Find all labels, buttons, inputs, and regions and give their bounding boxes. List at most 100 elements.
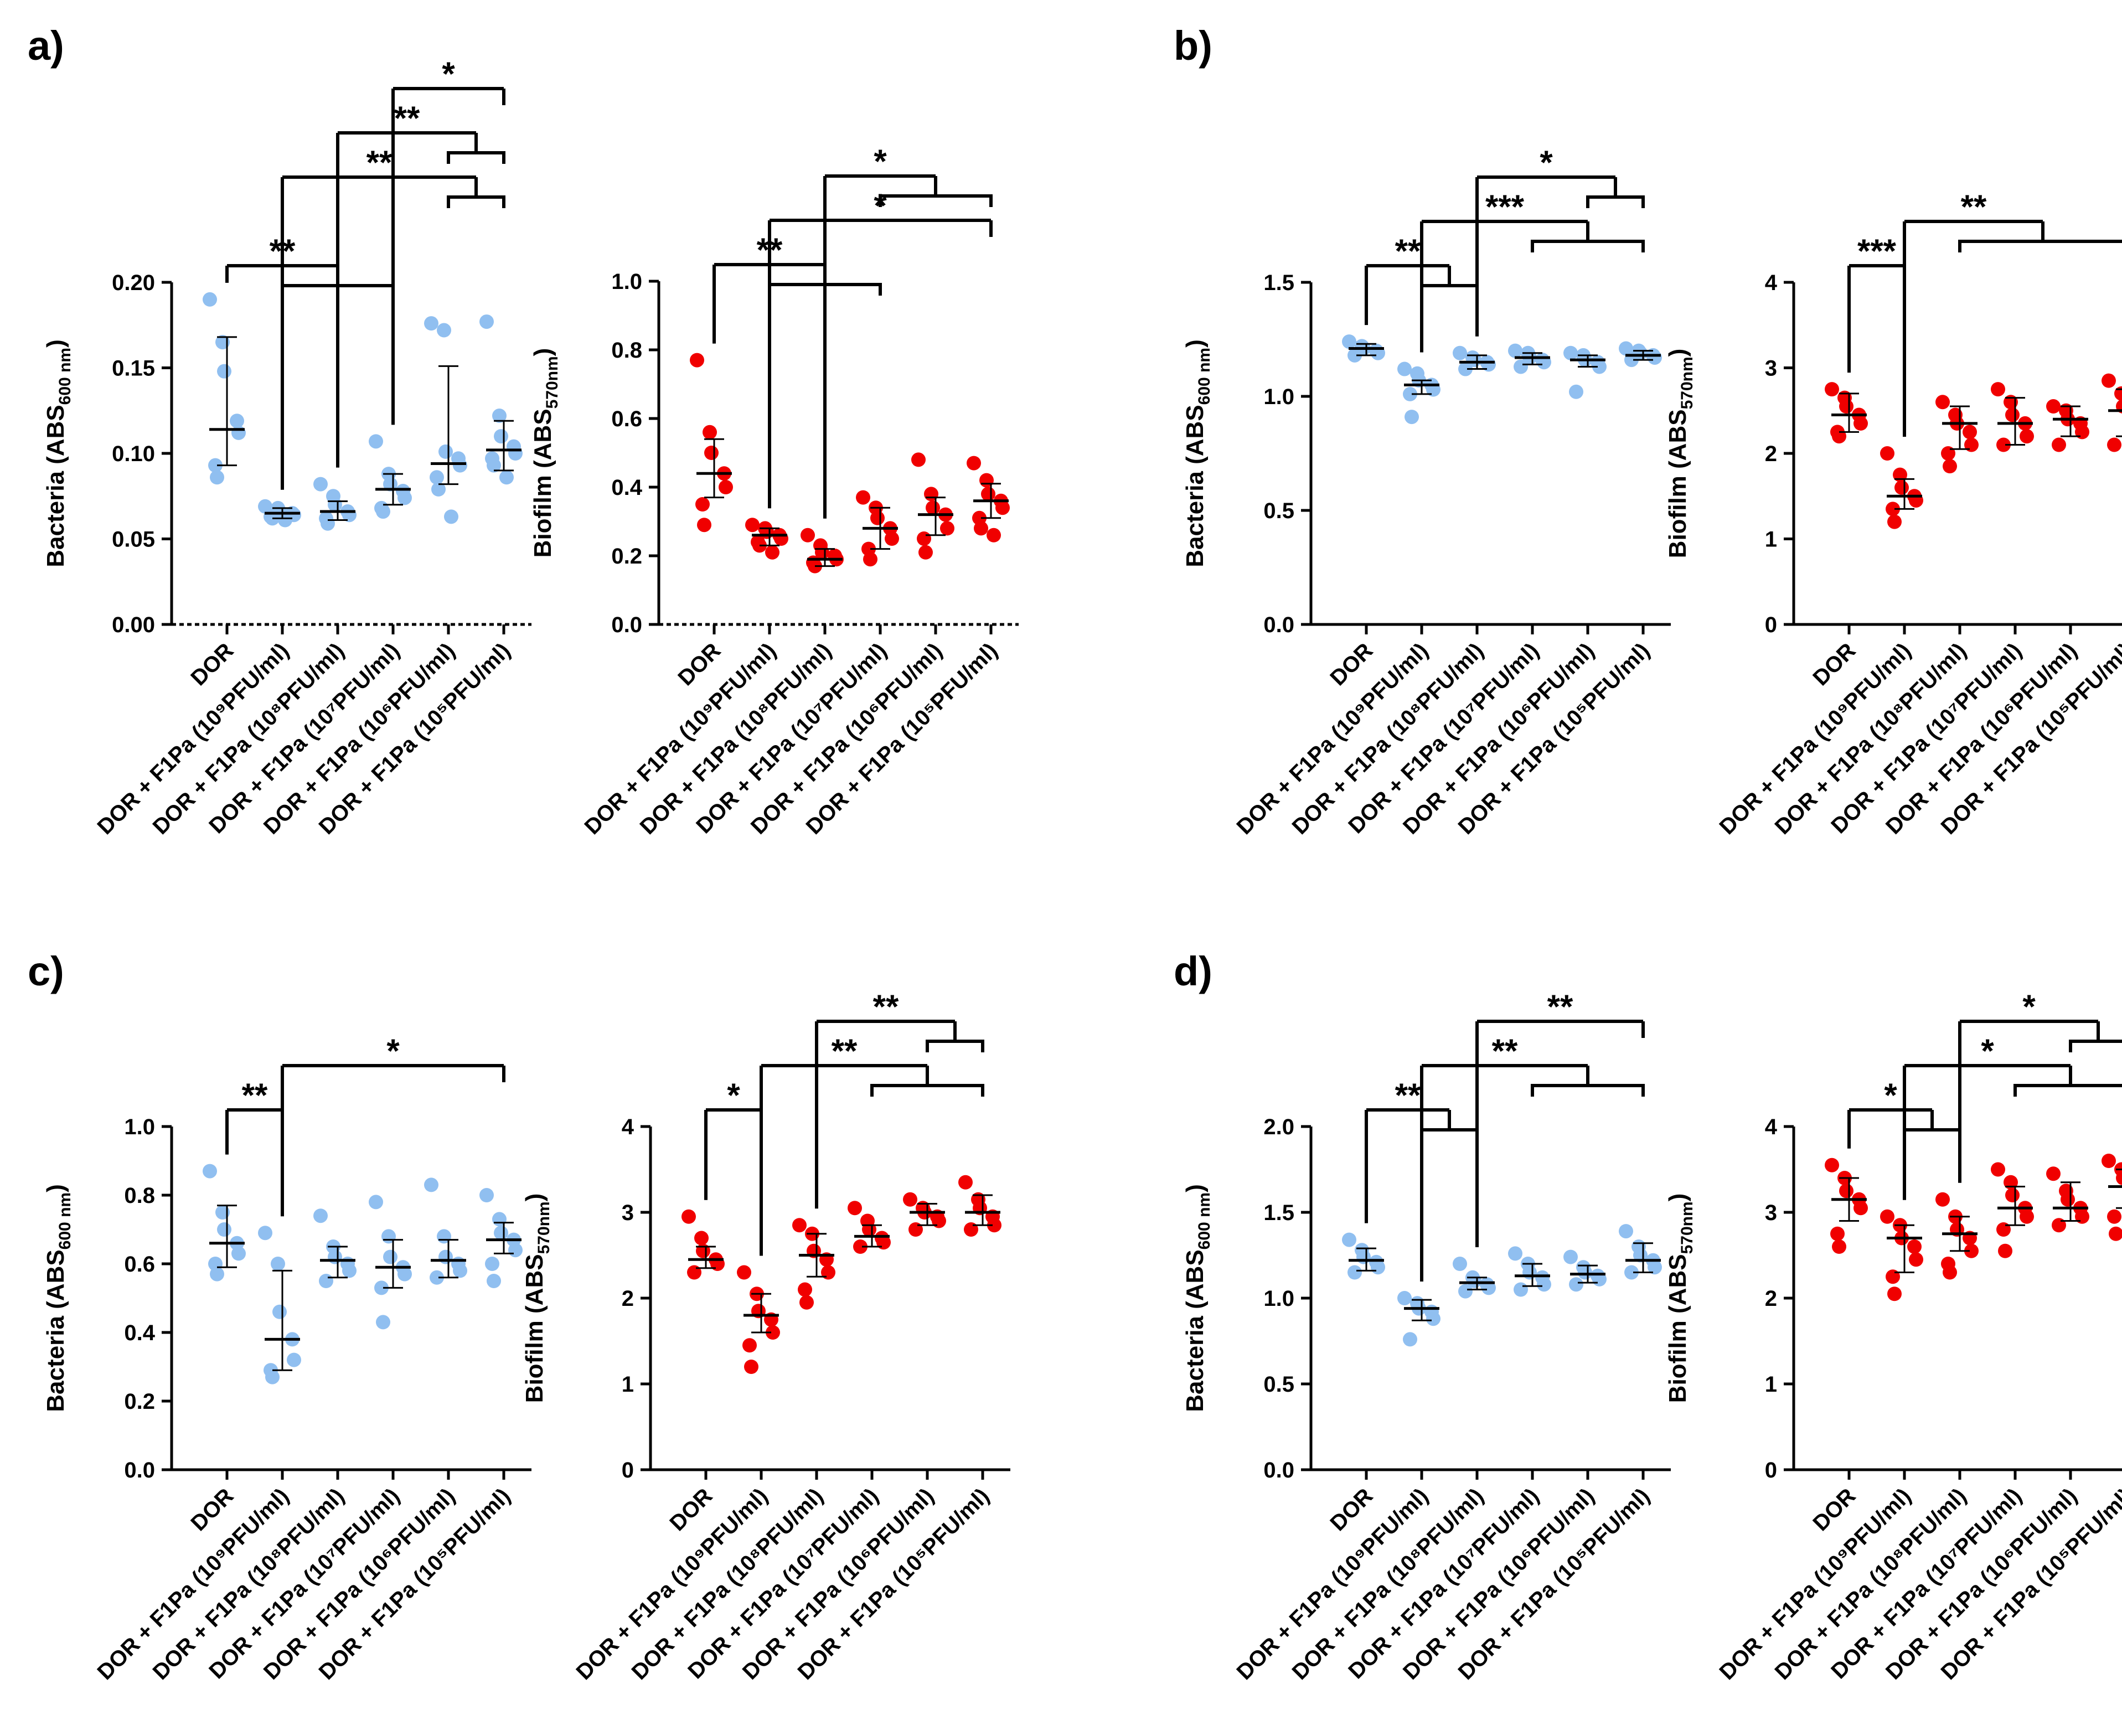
data-point	[1991, 1162, 2005, 1177]
data-point	[765, 545, 779, 560]
data-point	[987, 1218, 1001, 1233]
data-point	[766, 1325, 780, 1340]
data-point	[703, 425, 717, 440]
significance-label: *	[386, 1032, 400, 1070]
data-point	[203, 1164, 217, 1179]
data-point	[1832, 1239, 1846, 1254]
significance-label: ***	[1485, 188, 1525, 225]
y-tick-label: 0.2	[124, 1389, 155, 1414]
y-tick-label: 0.00	[112, 613, 155, 637]
data-point	[1569, 384, 1583, 399]
y-tick-label: 1	[1765, 528, 1777, 552]
data-point	[1886, 502, 1900, 516]
y-tick-label: 1.0	[124, 1115, 155, 1139]
data-point	[271, 1257, 285, 1271]
y-axis-label-main: Biofilm (ABS	[1664, 409, 1691, 558]
significance-label: **	[1492, 1032, 1518, 1070]
bracket-group	[879, 194, 993, 207]
data-point	[492, 409, 507, 423]
data-point	[1403, 1332, 1417, 1347]
x-tick-label: DOR	[186, 638, 238, 690]
data-point	[870, 510, 885, 525]
data-point	[342, 1263, 357, 1278]
bracket-group	[1420, 284, 1479, 297]
y-axis-label-sub: 600 nm	[1195, 1192, 1214, 1249]
data-point	[2052, 437, 2066, 452]
data-point	[958, 1175, 973, 1190]
data-point	[694, 1231, 709, 1246]
data-point	[424, 316, 438, 331]
data-point	[2116, 1171, 2122, 1185]
x-tick-label: DOR	[1808, 1484, 1860, 1536]
data-point	[230, 414, 244, 428]
y-tick-label: 2	[1765, 1286, 1777, 1311]
data-point	[1909, 1252, 1923, 1267]
data-point	[697, 518, 711, 533]
data-point	[2020, 1209, 2034, 1224]
y-axis-label-sub: 600 nm	[56, 1192, 74, 1249]
data-point	[911, 452, 926, 467]
data-point	[1839, 1184, 1853, 1198]
y-tick-label: 0.6	[124, 1252, 155, 1277]
significance-label: *	[1981, 1032, 1994, 1070]
data-point	[1648, 350, 1662, 365]
y-tick-label: 0.2	[611, 544, 642, 569]
data-point	[704, 446, 719, 460]
bracket-group	[870, 1084, 984, 1097]
significance-label: **	[394, 100, 420, 137]
y-tick-label: 3	[1765, 1201, 1777, 1225]
data-point	[424, 1177, 438, 1192]
y-axis-label: Biofilm (ABS570nm)	[521, 1194, 553, 1403]
y-axis-label-sub: 570nm	[535, 1201, 553, 1254]
data-point	[287, 1352, 301, 1367]
data-point	[695, 497, 710, 512]
data-point	[1825, 1158, 1839, 1172]
data-point	[2107, 1209, 2121, 1224]
y-axis-label-sub: 570nm	[543, 356, 561, 409]
y-tick-label: 0.6	[611, 407, 642, 431]
y-tick-label: 0.8	[611, 338, 642, 363]
data-point	[917, 531, 931, 546]
data-point	[1563, 1249, 1578, 1264]
y-tick-label: 0.4	[124, 1321, 155, 1345]
data-point	[383, 1249, 397, 1264]
data-point	[487, 458, 501, 473]
data-point	[987, 528, 1001, 542]
y-axis-label: Biofilm (ABS570nm)	[529, 348, 561, 558]
y-axis-label: Biofilm (ABS570nm)	[1664, 1194, 1696, 1403]
significance-label: **	[242, 1077, 268, 1114]
x-tick-label: DOR	[1808, 638, 1860, 690]
y-tick-label: 2.0	[1263, 1115, 1294, 1139]
y-tick-label: 1	[1765, 1372, 1777, 1397]
y-tick-label: 0.0	[611, 613, 642, 637]
data-point	[1619, 1224, 1633, 1239]
data-point	[1963, 425, 1977, 440]
data-point	[848, 1201, 862, 1216]
y-tick-label: 0.5	[1263, 1372, 1294, 1397]
y-tick-label: 1.0	[611, 270, 642, 294]
data-point	[369, 434, 383, 449]
data-point	[1453, 345, 1467, 360]
data-point	[1514, 359, 1528, 374]
significance-label: *	[874, 143, 887, 180]
data-point	[1943, 459, 1957, 474]
bracket-group	[926, 1040, 984, 1052]
chart-0: 0.00 0.05 0.10 0.15 0.20 Bacteria (ABS600 nm)…	[42, 55, 531, 839]
y-tick-label: 0.0	[124, 1458, 155, 1482]
data-point	[258, 1226, 272, 1241]
data-point	[1569, 1277, 1583, 1292]
bracket-group	[447, 195, 505, 208]
data-point	[940, 521, 954, 536]
data-point	[1887, 514, 1902, 529]
data-point	[1592, 359, 1607, 374]
bracket-group	[2069, 1040, 2122, 1052]
data-point	[1996, 437, 2011, 452]
data-point	[2109, 1226, 2122, 1241]
significance-label: *	[1884, 1077, 1897, 1114]
data-point	[1578, 1265, 1592, 1280]
data-point	[1342, 1232, 1356, 1247]
